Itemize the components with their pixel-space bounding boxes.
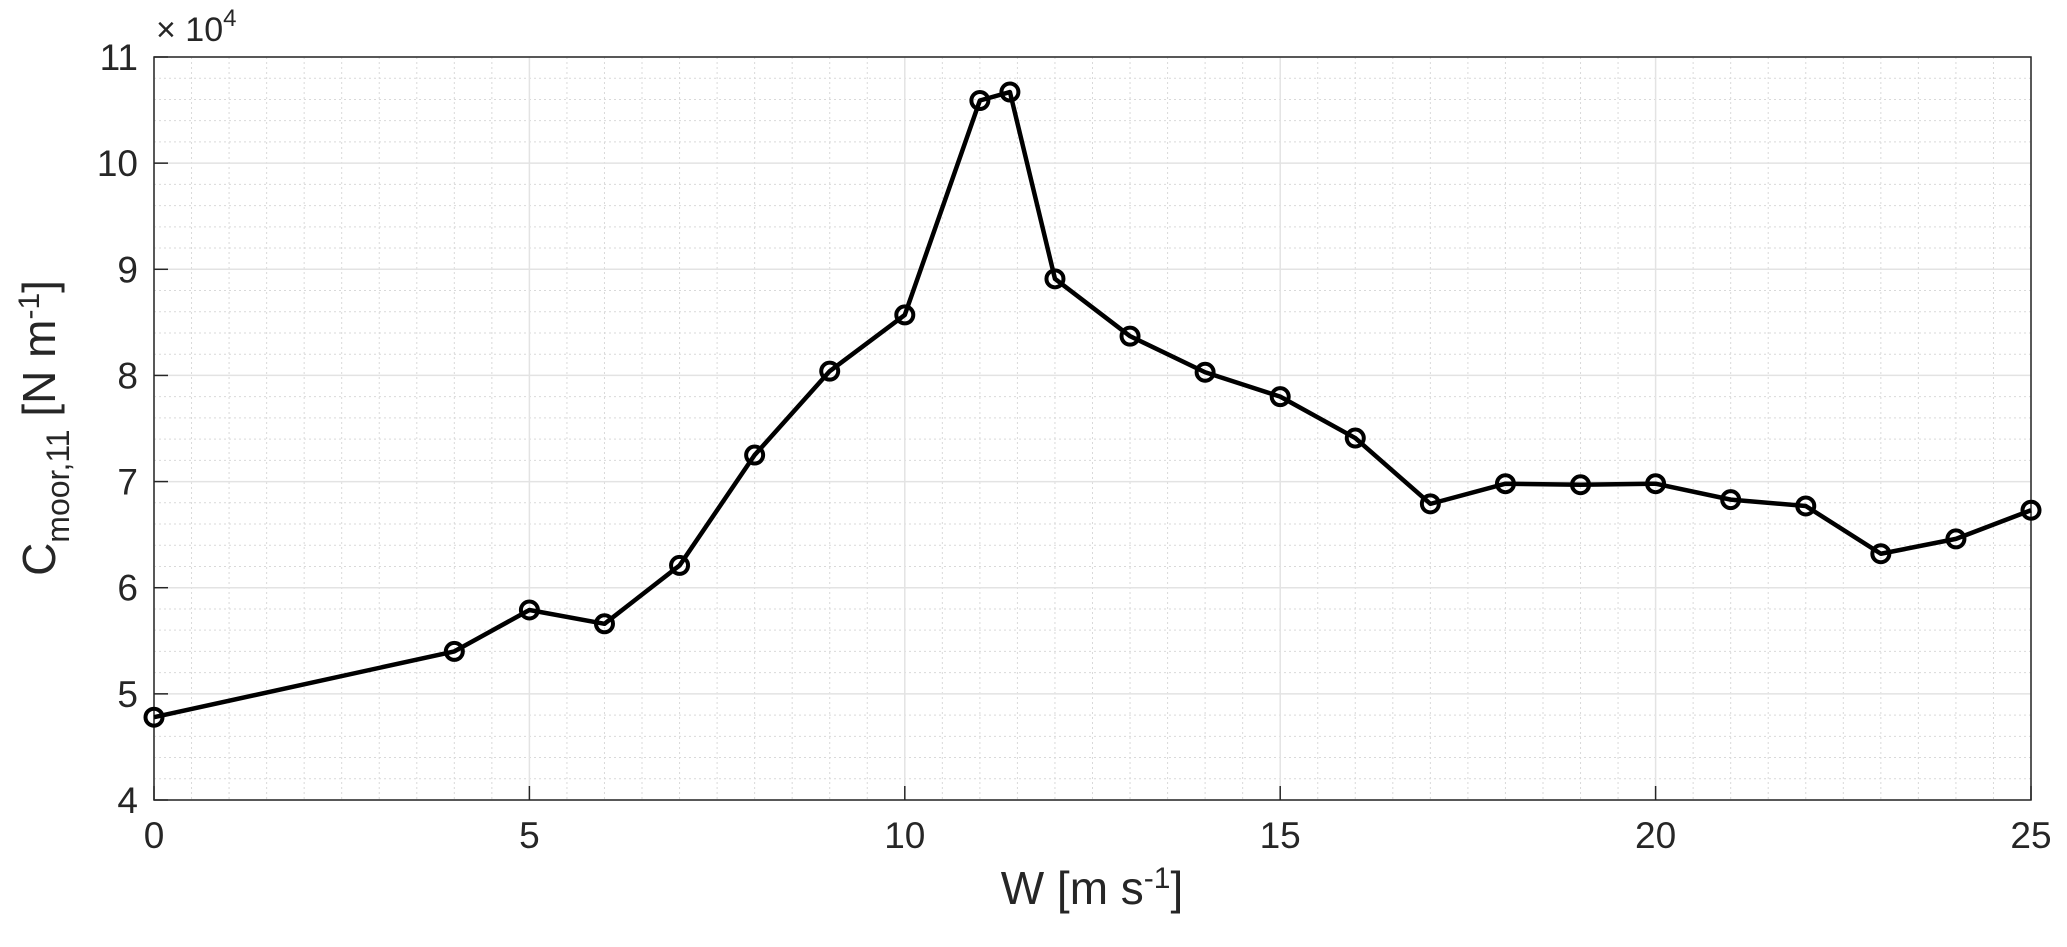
x-axis-label: W [m s-1]	[1001, 862, 1184, 914]
data-point	[819, 360, 841, 382]
multiplier-base: × 10	[156, 11, 223, 49]
x-label-exponent: -1	[1144, 862, 1171, 895]
data-marks	[143, 81, 2042, 728]
data-point	[1119, 325, 1141, 347]
data-point	[1419, 493, 1441, 515]
x-tick-label: 15	[1260, 815, 1301, 856]
y-label-unit: [N m	[13, 320, 65, 430]
data-line	[153, 89, 2032, 720]
x-tick-label: 0	[144, 815, 165, 856]
ticks: 0 5 10 15 20 25 4 5 6 7 8 9 10 11	[97, 37, 2052, 856]
plot-frame	[153, 56, 2032, 801]
y-tick-label: 10	[97, 143, 138, 184]
data-point	[2020, 499, 2042, 521]
data-point	[1044, 268, 1066, 290]
x-tick-label: 10	[884, 815, 925, 856]
data-point	[1945, 528, 1967, 550]
data-point	[1870, 543, 1892, 565]
multiplier-exponent: 4	[223, 5, 236, 32]
y-tick-label: 6	[117, 568, 138, 609]
data-point	[518, 599, 540, 621]
y-tick-label: 5	[117, 674, 138, 715]
y-tick-label: 4	[117, 780, 138, 821]
data-point	[593, 613, 615, 635]
data-point	[1194, 361, 1216, 383]
y-label-close: ]	[13, 280, 65, 293]
data-point	[143, 706, 165, 728]
y-axis-label: Cmoor,11 [N m-1]	[13, 280, 76, 576]
x-label-close: ]	[1170, 862, 1183, 914]
y-tick-label: 8	[117, 355, 138, 396]
y-label-main: C	[13, 543, 65, 576]
data-point	[443, 640, 465, 662]
data-point	[999, 81, 1021, 103]
data-point	[1269, 386, 1291, 408]
data-point	[894, 304, 916, 326]
x-label-main: W [m s	[1001, 862, 1144, 914]
x-tick-label: 20	[1635, 815, 1676, 856]
x-tick-label: 5	[519, 815, 540, 856]
data-point	[1344, 427, 1366, 449]
data-point	[744, 444, 766, 466]
data-point	[1645, 473, 1667, 495]
y-tick-label: 7	[117, 462, 138, 503]
x-tick-label: 25	[2010, 815, 2051, 856]
y-label-exponent: -1	[13, 293, 46, 320]
y-multiplier: × 104	[156, 5, 236, 49]
data-point	[1795, 495, 1817, 517]
data-point	[1570, 474, 1592, 496]
data-point	[1494, 473, 1516, 495]
y-tick-label: 11	[100, 37, 138, 78]
data-point	[669, 554, 691, 576]
y-label-subscript: moor,11	[40, 429, 76, 542]
data-point	[1720, 489, 1742, 511]
data-point	[969, 90, 991, 112]
y-tick-label: 9	[117, 249, 138, 290]
